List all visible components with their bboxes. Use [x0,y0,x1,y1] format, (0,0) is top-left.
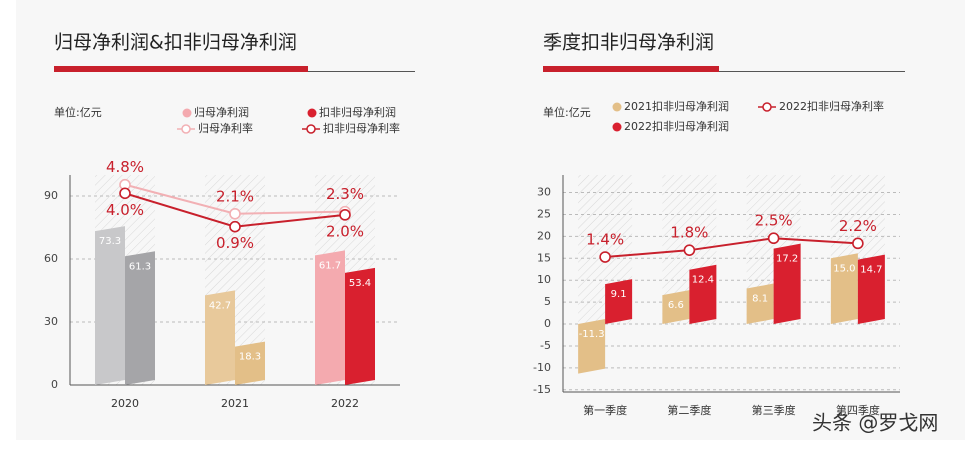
rate-label: 4.8% [106,158,144,176]
bar [315,250,345,385]
chart-title: 季度扣非归母净利润 [543,32,714,54]
legend-label: 扣非归母净利润 [319,105,396,119]
title-accent [54,66,308,72]
value-label: 12.4 [692,275,714,286]
value-label: 15.0 [833,263,855,274]
x-tick-label: 第三季度 [752,403,796,417]
y-tick-label: 0 [51,378,58,391]
y-tick-label: 30 [44,315,58,328]
y-tick-label: 15 [537,251,551,264]
rate-label: 2.1% [216,187,254,205]
hatch-column [578,175,606,325]
legend-label: 2022扣非归母净利率 [779,99,884,113]
value-label: 61.7 [319,260,341,271]
y-tick-label: -15 [533,383,551,396]
rate-label: 2.5% [755,212,793,230]
rate-label: 1.8% [670,224,708,242]
bar [830,253,858,325]
unit-label: 单位:亿元 [54,105,102,119]
value-label: 18.3 [239,352,261,363]
value-label: 17.2 [776,254,798,265]
bar [235,341,265,385]
legend-label: 归母净利润 [194,105,249,119]
rate-label: 2.3% [326,185,364,203]
legend-label: 扣非归母净利率 [323,121,400,135]
value-label: 73.3 [99,236,121,247]
y-tick-label: 5 [544,295,551,308]
legend-label: 归母净利率 [198,121,253,135]
y-tick-label: 30 [537,186,551,199]
rate-label: 2.0% [326,222,364,240]
legend-label: 2021扣非归母净利润 [624,99,729,113]
y-tick-label: 90 [44,189,58,202]
y-tick-label: 20 [537,229,551,242]
title-accent [543,66,719,72]
bar [95,226,125,385]
y-tick-label: 25 [537,207,551,220]
unit-label: 单位:亿元 [543,105,591,119]
bar [857,254,885,325]
rate-point [229,220,241,233]
x-tick-label: 2022 [331,397,359,410]
value-label: 9.1 [611,289,627,300]
bar [205,290,235,385]
rate-point [339,209,351,221]
bar [689,264,717,325]
panel [16,0,965,440]
value-label: 6.6 [668,300,684,311]
rate-line [605,237,858,259]
rate-label: 1.4% [586,231,624,249]
rate-point [852,237,864,250]
rate-point [683,244,696,256]
y-tick-label: 0 [544,317,551,330]
x-tick-label: 2021 [221,397,249,410]
x-tick-label: 第一季度 [583,403,627,417]
legend-swatch [762,102,772,112]
bar [662,290,690,325]
value-label: -11.3 [579,329,605,340]
value-label: 61.3 [129,261,151,272]
value-label: 14.7 [860,265,882,276]
value-label: 42.7 [209,300,231,311]
x-tick-label: 第四季度 [836,403,880,417]
rate-point [767,232,780,245]
value-label: 53.4 [349,278,371,289]
legend-swatch [612,122,622,132]
legend-swatch [612,102,622,112]
chart-title: 归母净利润&扣非归母净利润 [54,32,297,54]
legend-swatch [181,124,191,134]
watermark: 头条 @罗戈网 [812,411,938,435]
bar [605,279,633,325]
value-label: 8.1 [752,294,768,305]
bar [746,283,774,325]
y-tick-label: -5 [540,339,551,352]
bar [578,319,606,374]
y-tick-label: -10 [533,361,551,374]
x-tick-label: 第二季度 [667,403,711,417]
bar [773,243,801,325]
bar [125,251,155,385]
rate-point [229,207,241,220]
rate-point [119,187,131,200]
legend-swatch [306,124,316,134]
legend-swatch [182,108,192,118]
x-tick-label: 2020 [111,397,139,410]
rate-label: 0.9% [216,234,254,252]
legend-label: 2022扣非归母净利润 [624,119,729,133]
rate-label: 4.0% [106,201,144,219]
y-tick-label: 60 [44,252,58,265]
rate-label: 2.2% [839,217,877,235]
rate-point [599,251,611,263]
bar [345,267,375,385]
y-tick-label: 10 [537,273,551,286]
legend-swatch [307,108,317,118]
